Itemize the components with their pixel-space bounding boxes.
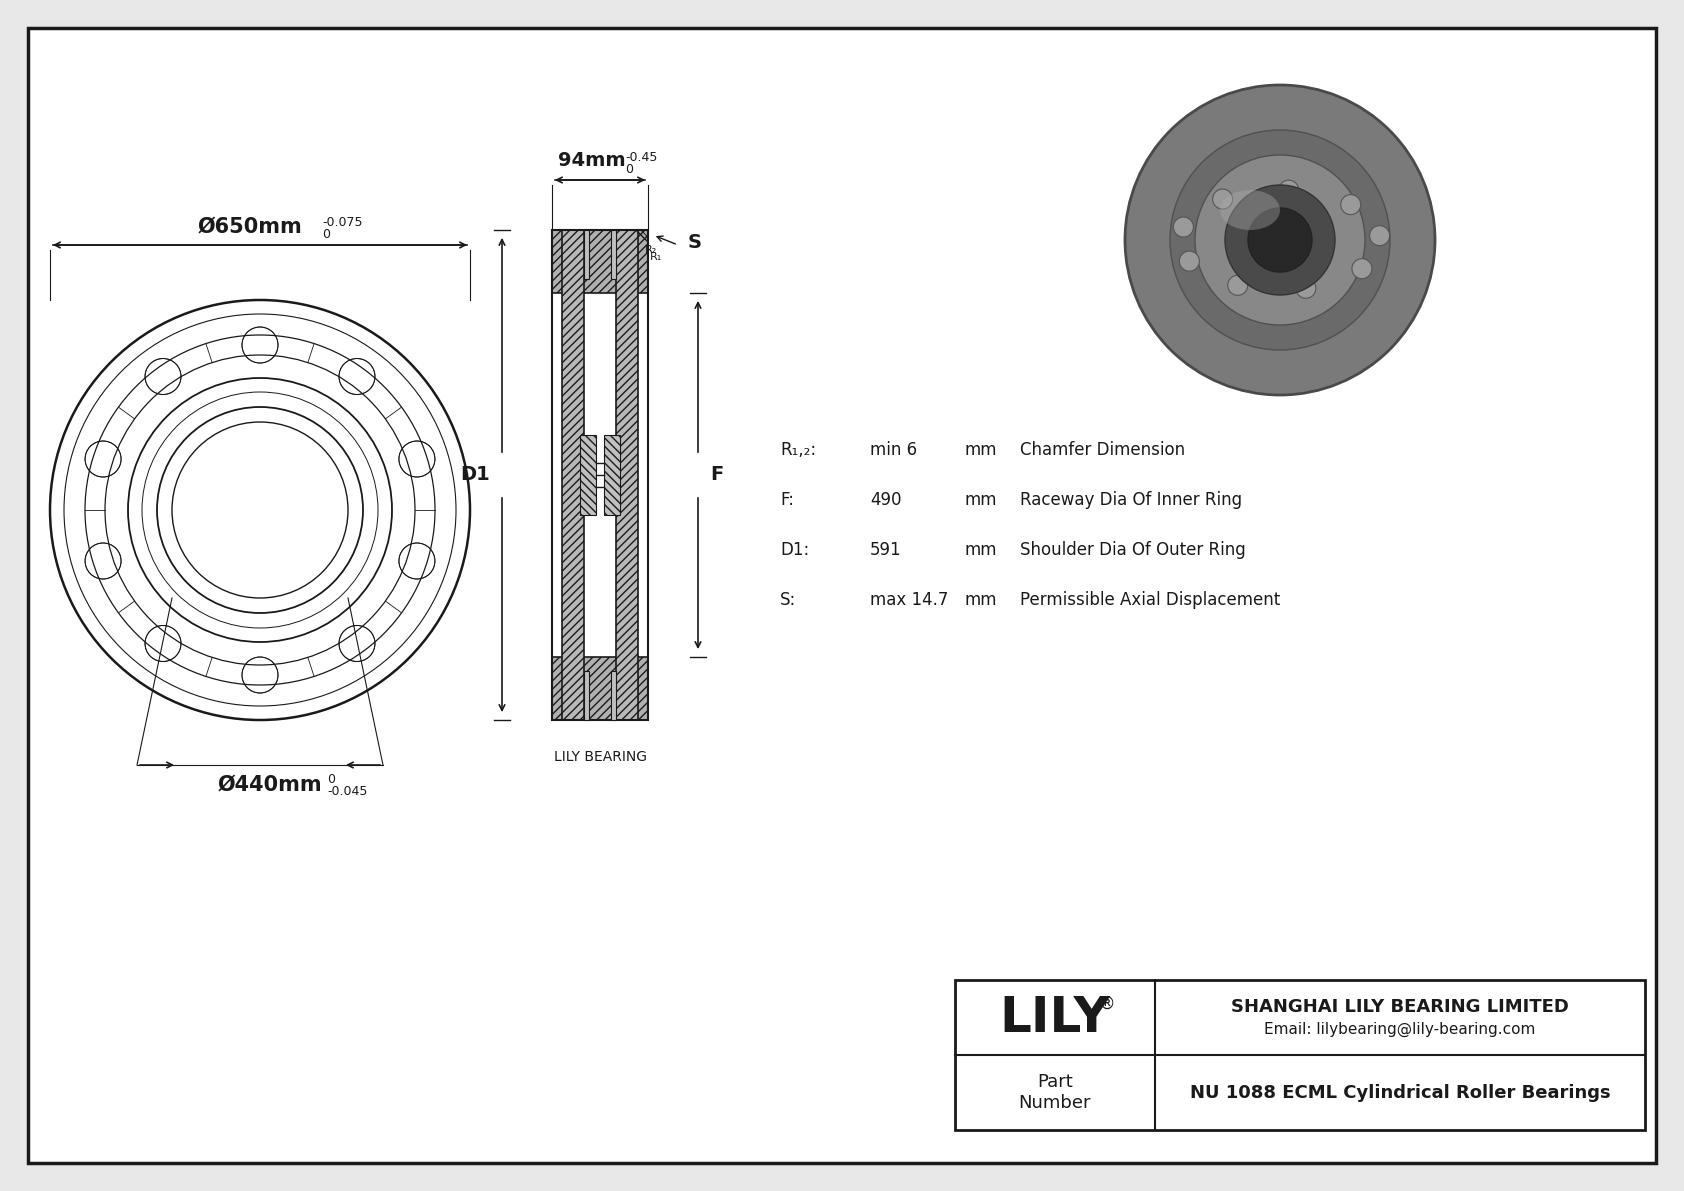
Text: R₁: R₁ (650, 252, 662, 262)
Circle shape (1179, 251, 1199, 272)
Bar (584, 230, 589, 279)
Text: 0: 0 (322, 227, 330, 241)
Text: S: S (689, 232, 702, 251)
Text: mm: mm (965, 541, 997, 559)
Text: F: F (711, 466, 722, 485)
Text: F:: F: (780, 491, 793, 509)
Text: min 6: min 6 (871, 441, 918, 459)
Bar (616, 230, 638, 721)
Text: LILY BEARING: LILY BEARING (554, 750, 647, 763)
Circle shape (1369, 225, 1389, 245)
Bar (552, 657, 648, 721)
Text: -0.075: -0.075 (322, 216, 362, 229)
Text: SHANGHAI LILY BEARING LIMITED: SHANGHAI LILY BEARING LIMITED (1231, 998, 1569, 1016)
Circle shape (1278, 180, 1298, 200)
Text: -0.045: -0.045 (327, 785, 367, 798)
Bar (562, 230, 584, 721)
Bar (584, 671, 589, 721)
Text: mm: mm (965, 441, 997, 459)
Circle shape (1297, 279, 1315, 298)
Text: mm: mm (965, 491, 997, 509)
Text: Raceway Dia Of Inner Ring: Raceway Dia Of Inner Ring (1021, 491, 1243, 509)
Text: ®: ® (1098, 994, 1115, 1012)
Text: S:: S: (780, 591, 797, 609)
Circle shape (1248, 208, 1312, 272)
Text: mm: mm (965, 591, 997, 609)
Text: LILY: LILY (1000, 993, 1110, 1041)
Text: R₂: R₂ (645, 245, 657, 255)
Circle shape (1212, 189, 1233, 210)
Text: Part
Number: Part Number (1019, 1073, 1091, 1112)
Circle shape (1352, 258, 1372, 279)
Bar (552, 230, 648, 721)
Circle shape (1170, 130, 1389, 350)
Bar (611, 671, 616, 721)
Ellipse shape (1219, 191, 1280, 230)
Circle shape (1196, 155, 1366, 325)
Text: -0.45: -0.45 (625, 151, 657, 164)
Text: Shoulder Dia Of Outer Ring: Shoulder Dia Of Outer Ring (1021, 541, 1246, 559)
Text: Chamfer Dimension: Chamfer Dimension (1021, 441, 1186, 459)
Circle shape (1224, 185, 1335, 295)
Bar (611, 230, 616, 279)
Text: D1:: D1: (780, 541, 810, 559)
Bar (605, 435, 620, 515)
Text: Ø650mm: Ø650mm (197, 217, 303, 237)
Circle shape (1125, 85, 1435, 395)
Text: 0: 0 (327, 773, 335, 786)
Text: 591: 591 (871, 541, 901, 559)
Text: D1: D1 (460, 466, 490, 485)
Text: Permissible Axial Displacement: Permissible Axial Displacement (1021, 591, 1280, 609)
Circle shape (1174, 217, 1194, 237)
Text: Email: lilybearing@lily-bearing.com: Email: lilybearing@lily-bearing.com (1265, 1022, 1536, 1037)
Circle shape (1228, 275, 1248, 295)
Text: R₁,₂:: R₁,₂: (780, 441, 817, 459)
Bar (552, 230, 648, 293)
Text: 0: 0 (625, 163, 633, 176)
Text: 94mm: 94mm (557, 151, 626, 170)
Text: NU 1088 ECML Cylindrical Roller Bearings: NU 1088 ECML Cylindrical Roller Bearings (1189, 1084, 1610, 1102)
Text: Ø440mm: Ø440mm (217, 775, 322, 796)
Circle shape (1340, 194, 1361, 214)
Text: 490: 490 (871, 491, 901, 509)
Bar (955, 980, 1645, 1130)
Text: max 14.7: max 14.7 (871, 591, 948, 609)
Bar (579, 435, 596, 515)
